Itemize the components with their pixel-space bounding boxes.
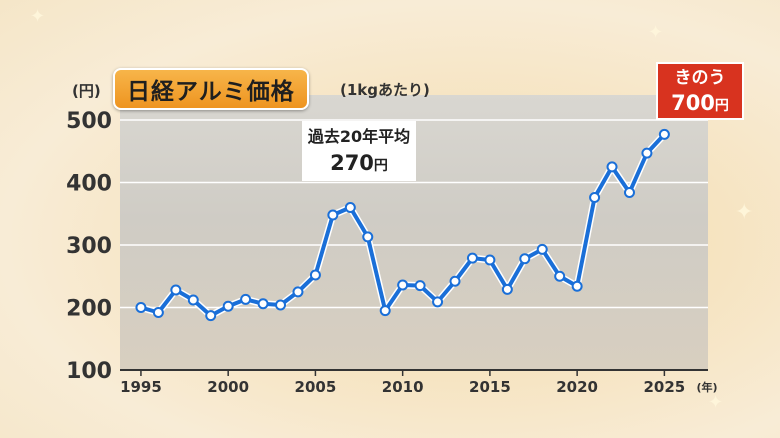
data-point — [240, 293, 252, 305]
data-point — [554, 270, 566, 282]
data-point — [466, 252, 478, 264]
data-point — [327, 209, 339, 221]
data-point — [187, 294, 199, 306]
data-point — [379, 305, 391, 317]
y-tick-label: 400 — [66, 172, 112, 197]
x-axis-unit-label: (年) — [696, 380, 717, 394]
data-point — [275, 299, 287, 311]
x-tick-label: 2015 — [469, 378, 511, 396]
data-point — [362, 231, 374, 243]
chart-subtitle: (1kgあたり) — [340, 81, 430, 99]
data-point — [623, 187, 635, 198]
data-point — [536, 243, 548, 255]
data-point — [432, 296, 444, 308]
data-point — [152, 307, 164, 318]
y-tick-label: 300 — [66, 234, 112, 259]
average-annotation-box: 過去20年平均 270円 — [302, 121, 416, 181]
y-axis-unit-label: (円) — [72, 82, 101, 100]
data-point — [205, 310, 217, 322]
average-value-line: 270円 — [302, 149, 416, 180]
data-point — [344, 202, 356, 213]
average-label: 過去20年平均 — [307, 127, 411, 146]
data-point — [222, 300, 234, 312]
data-point — [571, 280, 583, 292]
data-point — [484, 254, 496, 266]
sparkle-decoration: ✦ — [648, 22, 664, 43]
sparkle-decoration: ✦ — [30, 6, 46, 27]
data-point — [309, 269, 321, 281]
data-point — [397, 279, 409, 291]
average-unit: 円 — [373, 158, 388, 174]
x-tick-label: 2020 — [556, 378, 598, 396]
data-point — [658, 128, 670, 140]
x-tick-label: 2010 — [382, 378, 424, 396]
latest-value-line: 700円 — [658, 90, 742, 119]
sparkle-decoration: ✦ — [735, 200, 754, 225]
y-tick-label: 200 — [66, 297, 112, 322]
latest-value: 700 — [671, 91, 715, 115]
data-point — [257, 298, 269, 310]
data-point — [414, 280, 426, 292]
x-tick-label: 2005 — [295, 378, 337, 396]
data-point — [519, 253, 531, 265]
latest-unit: 円 — [714, 98, 729, 114]
x-tick-label: 1995 — [120, 378, 162, 396]
data-point — [606, 161, 618, 173]
data-point — [135, 302, 147, 313]
x-tick-label: 2025 — [644, 378, 686, 396]
sparkle-decoration: ✦ — [708, 392, 724, 413]
data-point — [292, 286, 304, 298]
y-tick-label: 100 — [66, 359, 112, 384]
x-tick-label: 2000 — [207, 378, 249, 396]
latest-label: きのう — [674, 68, 726, 88]
chart-title: 日経アルミ価格 — [113, 68, 309, 110]
data-point — [501, 283, 513, 295]
y-tick-label: 500 — [66, 109, 112, 134]
data-point — [641, 147, 653, 159]
latest-price-badge: きのう 700円 — [656, 62, 744, 120]
average-value: 270 — [330, 151, 374, 175]
data-point — [170, 284, 182, 296]
data-point — [589, 192, 601, 203]
data-point — [449, 275, 461, 287]
